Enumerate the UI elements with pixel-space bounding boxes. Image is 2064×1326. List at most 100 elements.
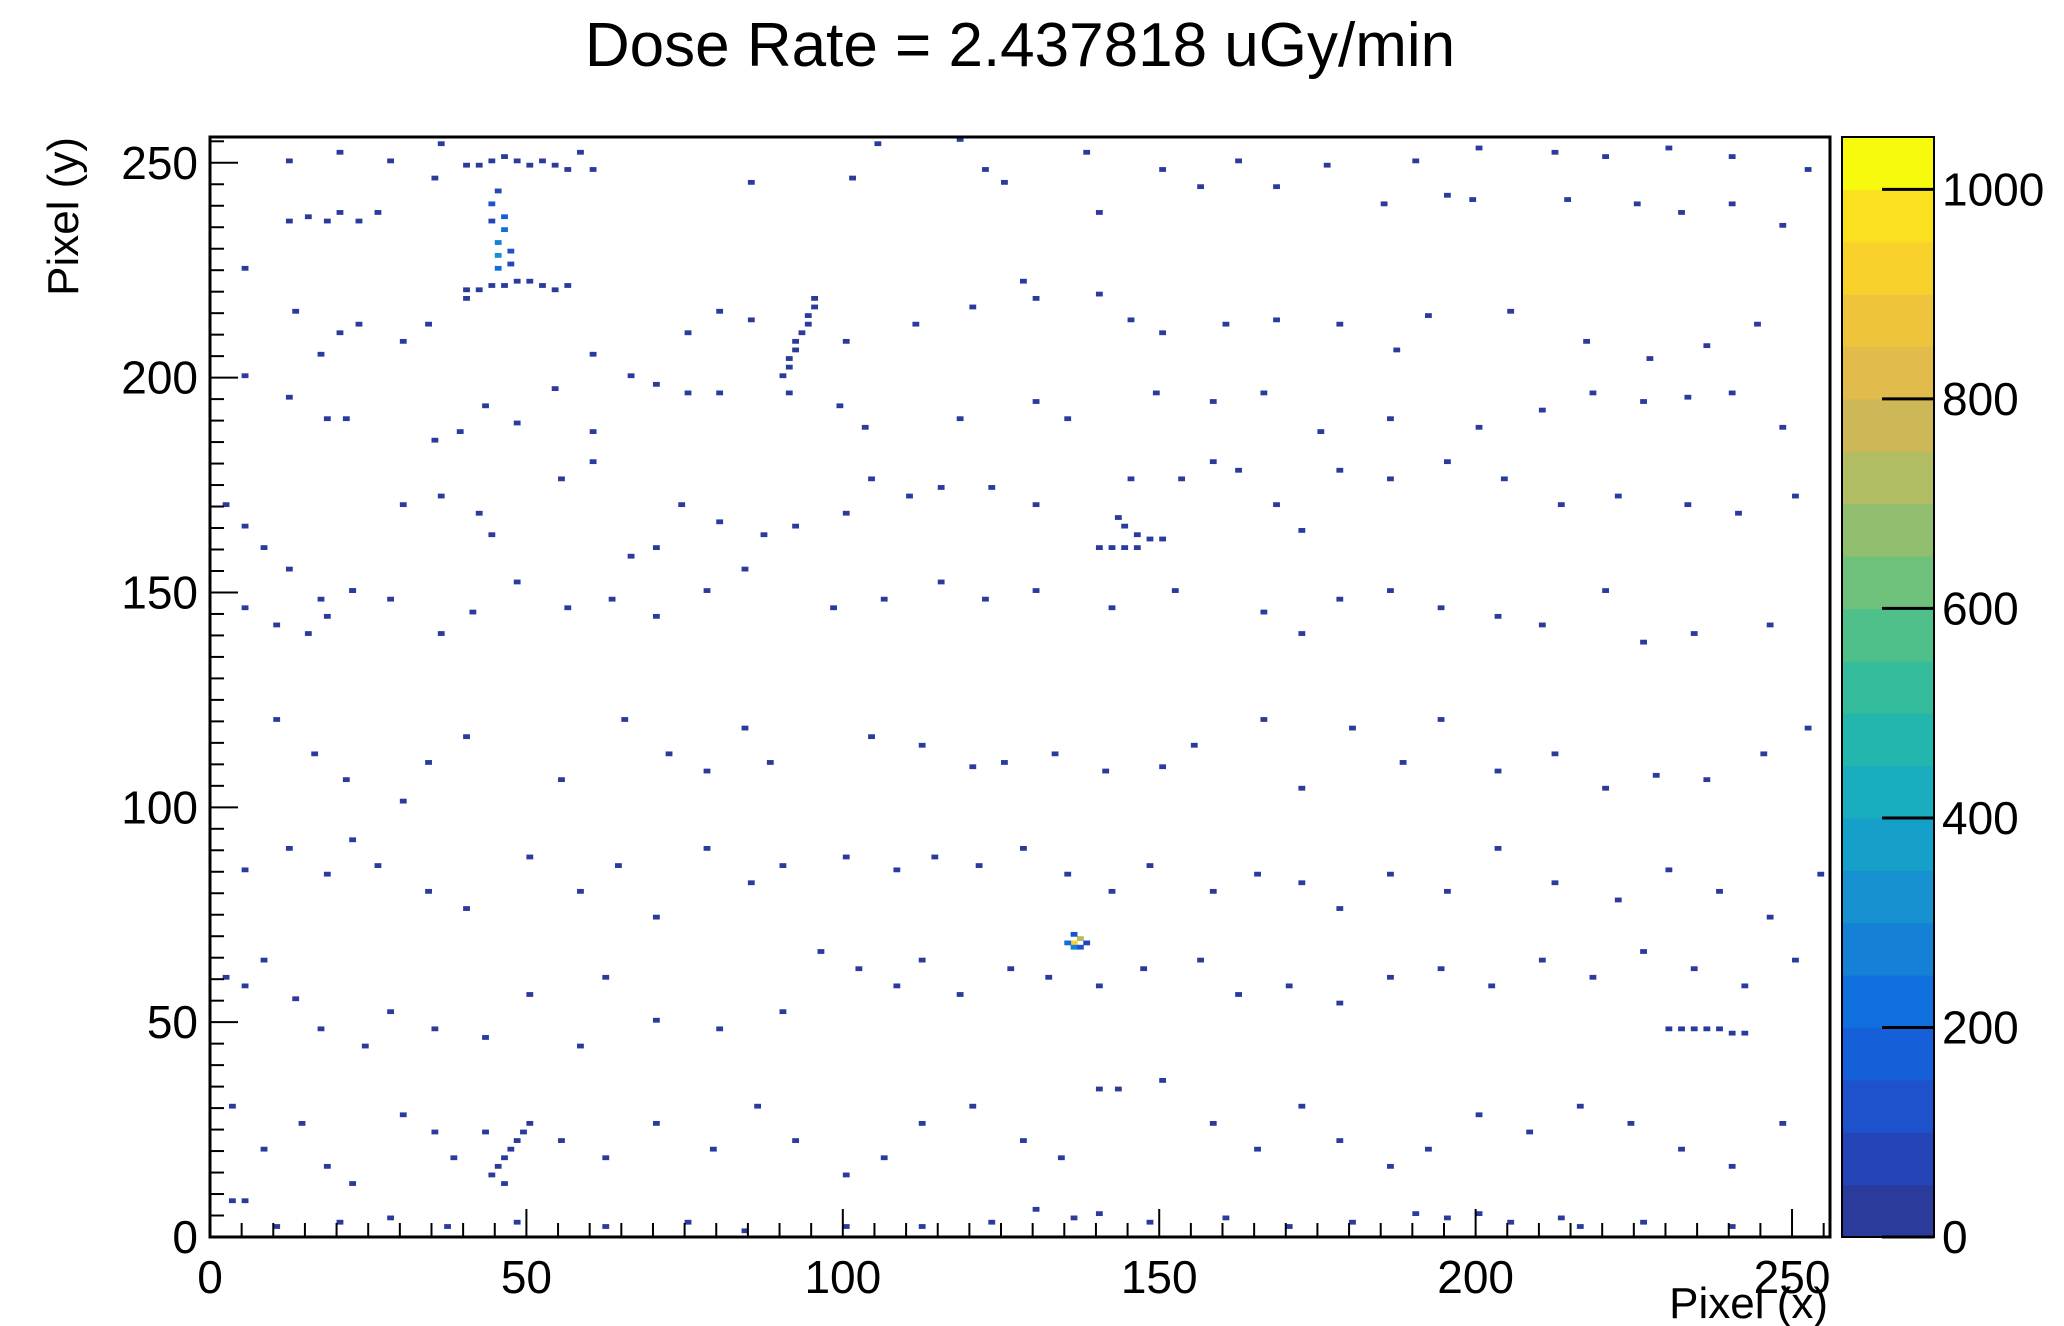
heatmap-cell — [356, 219, 363, 224]
heatmap-cell — [1646, 356, 1653, 361]
heatmap-cell — [628, 373, 635, 378]
heatmap-cell — [1109, 889, 1116, 894]
heatmap-cell — [969, 1104, 976, 1109]
heatmap-cell — [843, 511, 850, 516]
colorbar-tick-label: 800 — [1942, 373, 2019, 425]
heatmap-cell — [539, 158, 546, 163]
heatmap-cell — [1539, 958, 1546, 963]
heatmap-cell — [748, 180, 755, 185]
heatmap-cell — [438, 141, 445, 146]
heatmap-cell — [1444, 1216, 1451, 1221]
colorbar-band — [1842, 975, 1934, 1028]
heatmap-cell — [1653, 773, 1660, 778]
heatmap-cell — [514, 158, 521, 163]
heatmap-cell — [1495, 846, 1502, 851]
heatmap-cell — [1729, 1224, 1736, 1229]
heatmap-cell — [1020, 846, 1027, 851]
y-tick-label: 250 — [121, 137, 198, 189]
heatmap-cell — [685, 1220, 692, 1225]
heatmap-cell — [558, 777, 565, 782]
heatmap-cell — [1077, 945, 1084, 950]
heatmap-cell — [1634, 201, 1641, 206]
heatmap-cell — [792, 339, 799, 344]
heatmap-cell — [488, 532, 495, 537]
heatmap-cell — [431, 1026, 438, 1031]
heatmap-cell — [874, 141, 881, 146]
heatmap-cell — [666, 751, 673, 756]
heatmap-cell — [1476, 425, 1483, 430]
colorbar-band — [1842, 1027, 1934, 1080]
heatmap-cell — [767, 760, 774, 765]
heatmap-cell — [1115, 1087, 1122, 1092]
heatmap-cell — [1128, 476, 1135, 481]
heatmap-cell — [564, 283, 571, 288]
heatmap-cell — [1071, 932, 1078, 937]
heatmap-cell — [318, 597, 325, 602]
heatmap-cell — [1507, 1220, 1514, 1225]
heatmap-cell — [387, 597, 394, 602]
heatmap-cell — [1298, 631, 1305, 636]
x-tick-label: 200 — [1437, 1251, 1514, 1303]
heatmap-cell — [400, 1112, 407, 1117]
colorbar-tick-label: 400 — [1942, 792, 2019, 844]
heatmap-cell — [1286, 983, 1293, 988]
heatmap-cell — [1558, 1216, 1565, 1221]
heatmap-cell — [1007, 966, 1014, 971]
heatmap-cell — [1121, 545, 1128, 550]
heatmap-cell — [431, 1130, 438, 1135]
heatmap-cell — [261, 545, 268, 550]
colorbar-band — [1842, 399, 1934, 452]
heatmap-cell — [1602, 588, 1609, 593]
heatmap-cell — [349, 588, 356, 593]
heatmap-cell — [1400, 760, 1407, 765]
colorbar-band — [1842, 556, 1934, 609]
heatmap-cell — [1615, 494, 1622, 499]
heatmap-cell — [653, 614, 660, 619]
heatmap-cell — [476, 511, 483, 516]
heatmap-cell — [1298, 786, 1305, 791]
heatmap-cell — [488, 158, 495, 163]
heatmap-cell — [242, 983, 249, 988]
heatmap-cell — [1412, 158, 1419, 163]
heatmap-cell — [1102, 769, 1109, 774]
heatmap-cell — [558, 1138, 565, 1143]
heatmap-cell — [1235, 158, 1242, 163]
heatmap-cell — [938, 485, 945, 490]
heatmap-cell — [343, 777, 350, 782]
heatmap-cell — [792, 1138, 799, 1143]
heatmap-cell — [552, 386, 559, 391]
heatmap-cell — [615, 863, 622, 868]
heatmap-cell — [1096, 1211, 1103, 1216]
heatmap-cell — [969, 764, 976, 769]
heatmap-cell — [1210, 459, 1217, 464]
heatmap-cell — [988, 485, 995, 490]
heatmap-cell — [1159, 1078, 1166, 1083]
heatmap-cell — [1083, 941, 1090, 946]
heatmap-cell — [1064, 872, 1071, 877]
heatmap-cell — [653, 1018, 660, 1023]
heatmap-cell — [976, 863, 983, 868]
heatmap-cell — [1729, 201, 1736, 206]
heatmap-cell — [1425, 1147, 1432, 1152]
heatmap-cell — [1729, 1031, 1736, 1036]
heatmap-cell — [1387, 872, 1394, 877]
heatmap-cell — [1779, 223, 1786, 228]
heatmap-cell — [786, 365, 793, 370]
x-tick-label: 150 — [1121, 1251, 1198, 1303]
heatmap-cell — [1640, 399, 1647, 404]
heatmap-cell — [526, 855, 533, 860]
heatmap-cell — [564, 605, 571, 610]
heatmap-cell — [450, 1155, 457, 1160]
heatmap-cell — [704, 588, 711, 593]
heatmap-cell — [780, 863, 787, 868]
heatmap-cell — [305, 631, 312, 636]
heatmap-cell — [1071, 1216, 1078, 1221]
heatmap-cell — [1260, 610, 1267, 615]
heatmap-cell — [1577, 1104, 1584, 1109]
heatmap-cell — [526, 279, 533, 284]
colorbar-band — [1842, 818, 1934, 871]
heatmap-cell — [1298, 528, 1305, 533]
heatmap-cell — [1336, 322, 1343, 327]
heatmap-cell — [780, 373, 787, 378]
